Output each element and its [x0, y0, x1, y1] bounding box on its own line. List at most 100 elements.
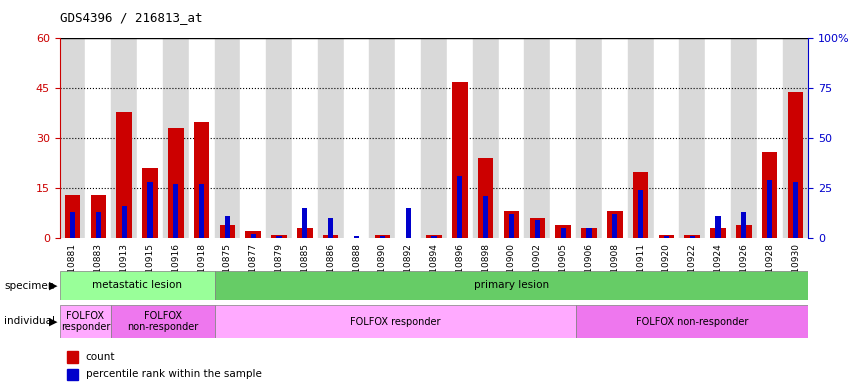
Bar	[199, 184, 204, 238]
Bar	[374, 235, 390, 238]
Text: ▶: ▶	[49, 316, 58, 326]
Bar	[638, 190, 643, 238]
Bar	[85, 38, 111, 238]
Bar	[251, 234, 256, 238]
Bar	[90, 195, 106, 238]
FancyBboxPatch shape	[214, 305, 576, 338]
Bar	[344, 38, 369, 238]
Bar	[220, 225, 235, 238]
Bar	[504, 212, 519, 238]
Bar	[70, 212, 75, 238]
Text: FOLFOX responder: FOLFOX responder	[350, 316, 441, 327]
Bar	[576, 38, 602, 238]
Bar	[194, 122, 209, 238]
Bar	[711, 228, 726, 238]
Bar	[731, 38, 757, 238]
Text: count: count	[86, 352, 115, 362]
Bar	[473, 38, 499, 238]
Bar	[783, 38, 808, 238]
Bar	[266, 38, 292, 238]
Bar	[561, 228, 566, 238]
Bar	[168, 128, 184, 238]
Text: FOLFOX non-responder: FOLFOX non-responder	[636, 316, 748, 327]
Bar	[214, 38, 240, 238]
Bar	[659, 235, 674, 238]
Text: primary lesion: primary lesion	[474, 280, 549, 290]
Bar	[302, 208, 307, 238]
Bar	[716, 216, 721, 238]
Text: ▶: ▶	[49, 281, 58, 291]
Bar	[117, 112, 132, 238]
Bar	[328, 218, 334, 238]
Text: percentile rank within the sample: percentile rank within the sample	[86, 369, 261, 379]
Text: individual: individual	[4, 316, 55, 326]
Bar	[664, 236, 669, 238]
Bar	[483, 196, 488, 238]
Bar	[245, 232, 261, 238]
Bar	[767, 180, 773, 238]
Bar	[317, 38, 344, 238]
Bar	[628, 38, 654, 238]
Bar	[297, 228, 312, 238]
Bar	[788, 92, 803, 238]
Bar	[380, 236, 385, 238]
Text: FOLFOX
non-responder: FOLFOX non-responder	[128, 311, 198, 333]
Bar	[499, 38, 524, 238]
Bar	[406, 208, 411, 238]
Bar	[277, 236, 282, 238]
Bar	[354, 236, 359, 238]
Text: specimen: specimen	[4, 281, 54, 291]
FancyBboxPatch shape	[60, 305, 111, 338]
Bar	[654, 38, 679, 238]
Bar	[426, 235, 442, 238]
Bar	[457, 176, 462, 238]
Bar	[793, 182, 798, 238]
FancyBboxPatch shape	[576, 305, 808, 338]
Bar	[741, 212, 746, 238]
Bar	[551, 38, 576, 238]
FancyBboxPatch shape	[111, 305, 214, 338]
Bar	[586, 228, 591, 238]
Bar	[395, 38, 421, 238]
Bar	[67, 369, 78, 380]
Bar	[509, 214, 514, 238]
Bar	[607, 212, 623, 238]
Text: GDS4396 / 216813_at: GDS4396 / 216813_at	[60, 12, 202, 25]
Bar	[95, 212, 101, 238]
Bar	[736, 225, 751, 238]
Bar	[633, 172, 648, 238]
Bar	[556, 225, 571, 238]
Bar	[292, 38, 317, 238]
Bar	[137, 38, 163, 238]
Bar	[689, 236, 694, 238]
Bar	[529, 218, 545, 238]
Bar	[163, 38, 189, 238]
Bar	[67, 351, 78, 363]
Bar	[189, 38, 214, 238]
Bar	[581, 228, 597, 238]
Text: FOLFOX
responder: FOLFOX responder	[60, 311, 110, 333]
Bar	[323, 235, 339, 238]
Bar	[60, 38, 85, 238]
Bar	[271, 235, 287, 238]
Bar	[612, 214, 617, 238]
Bar	[705, 38, 731, 238]
FancyBboxPatch shape	[60, 271, 214, 300]
Bar	[122, 206, 127, 238]
Bar	[478, 158, 494, 238]
Bar	[524, 38, 551, 238]
Bar	[421, 38, 447, 238]
Bar	[762, 152, 778, 238]
Bar	[174, 184, 179, 238]
Bar	[225, 216, 230, 238]
Text: metastatic lesion: metastatic lesion	[92, 280, 182, 290]
Bar	[240, 38, 266, 238]
Bar	[534, 220, 540, 238]
Bar	[679, 38, 705, 238]
Bar	[65, 195, 80, 238]
Bar	[757, 38, 783, 238]
Bar	[447, 38, 473, 238]
Bar	[142, 168, 157, 238]
FancyBboxPatch shape	[214, 271, 808, 300]
Bar	[452, 82, 467, 238]
